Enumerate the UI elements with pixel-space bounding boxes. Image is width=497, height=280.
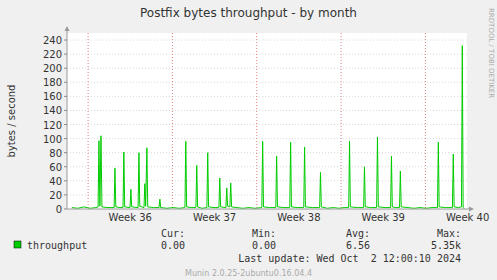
y-grid-line <box>67 152 467 153</box>
y-grid-line <box>67 194 467 195</box>
watermark: RRDTOOL / TOBI OETIKER <box>487 8 495 98</box>
y-tick-label: 200 <box>43 63 62 74</box>
y-grid-line <box>67 54 467 55</box>
y-grid-line <box>67 96 467 97</box>
x-axis-arrow <box>469 207 474 212</box>
footer: Munin 2.0.25-2ubuntu0.16.04.4 <box>185 269 312 278</box>
y-grid-line <box>67 138 467 139</box>
x-grid-line <box>88 33 89 209</box>
background <box>0 0 497 280</box>
y-axis-label: bytes / second <box>6 85 17 158</box>
x-tick-label: Week 36 <box>109 212 152 223</box>
stat-header: Max: <box>437 228 461 239</box>
y-axis <box>67 30 68 209</box>
y-axis-arrow <box>65 26 70 31</box>
y-tick-label: 0 <box>56 204 62 215</box>
y-tick-label: 100 <box>43 134 62 145</box>
y-tick-label: 20 <box>49 190 62 201</box>
stat-header: Min: <box>252 228 276 239</box>
y-tick-label: 180 <box>43 77 62 88</box>
x-tick-label: Week 38 <box>277 212 320 223</box>
y-grid-line <box>67 166 467 167</box>
y-tick-label: 80 <box>49 148 62 159</box>
stat-value: 5.35k <box>431 240 461 251</box>
y-tick-label: 60 <box>49 162 62 173</box>
x-tick-label: Week 37 <box>193 212 236 223</box>
y-tick-label: 40 <box>49 176 62 187</box>
stat-value: 6.56 <box>346 240 370 251</box>
x-grid-line <box>256 33 257 209</box>
y-tick-label: 140 <box>43 105 62 116</box>
x-grid-line <box>172 33 173 209</box>
y-tick-label: 120 <box>43 120 62 131</box>
last-update: Last update: Wed Oct 2 12:00:10 2024 <box>238 253 461 264</box>
title: Postfix bytes throughput - by month <box>140 6 357 20</box>
y-tick-label: 160 <box>43 91 62 102</box>
y-grid-line <box>67 124 467 125</box>
stat-header: Avg: <box>346 228 370 239</box>
y-grid-line <box>67 40 467 41</box>
chart: Postfix bytes throughput - by month bytes… <box>0 0 497 280</box>
series-line <box>72 46 465 209</box>
y-tick-label: 220 <box>43 49 62 60</box>
stat-header: Cur: <box>161 228 185 239</box>
x-grid-line <box>341 33 342 209</box>
plot-area <box>67 33 467 209</box>
y-grid-line <box>67 180 467 181</box>
x-tick-label: Week 39 <box>362 212 405 223</box>
legend-swatch <box>14 241 21 248</box>
stat-value: 0.00 <box>252 240 276 251</box>
y-grid-line <box>67 68 467 69</box>
y-tick-label: 240 <box>43 35 62 46</box>
y-grid-line <box>67 110 467 111</box>
legend-label: throughput <box>27 240 87 251</box>
y-grid-line <box>67 82 467 83</box>
x-axis <box>67 209 470 210</box>
stat-value: 0.00 <box>161 240 185 251</box>
x-grid-line <box>425 33 426 209</box>
plot-group <box>72 46 465 209</box>
x-tick-label: Week 40 <box>446 212 489 223</box>
